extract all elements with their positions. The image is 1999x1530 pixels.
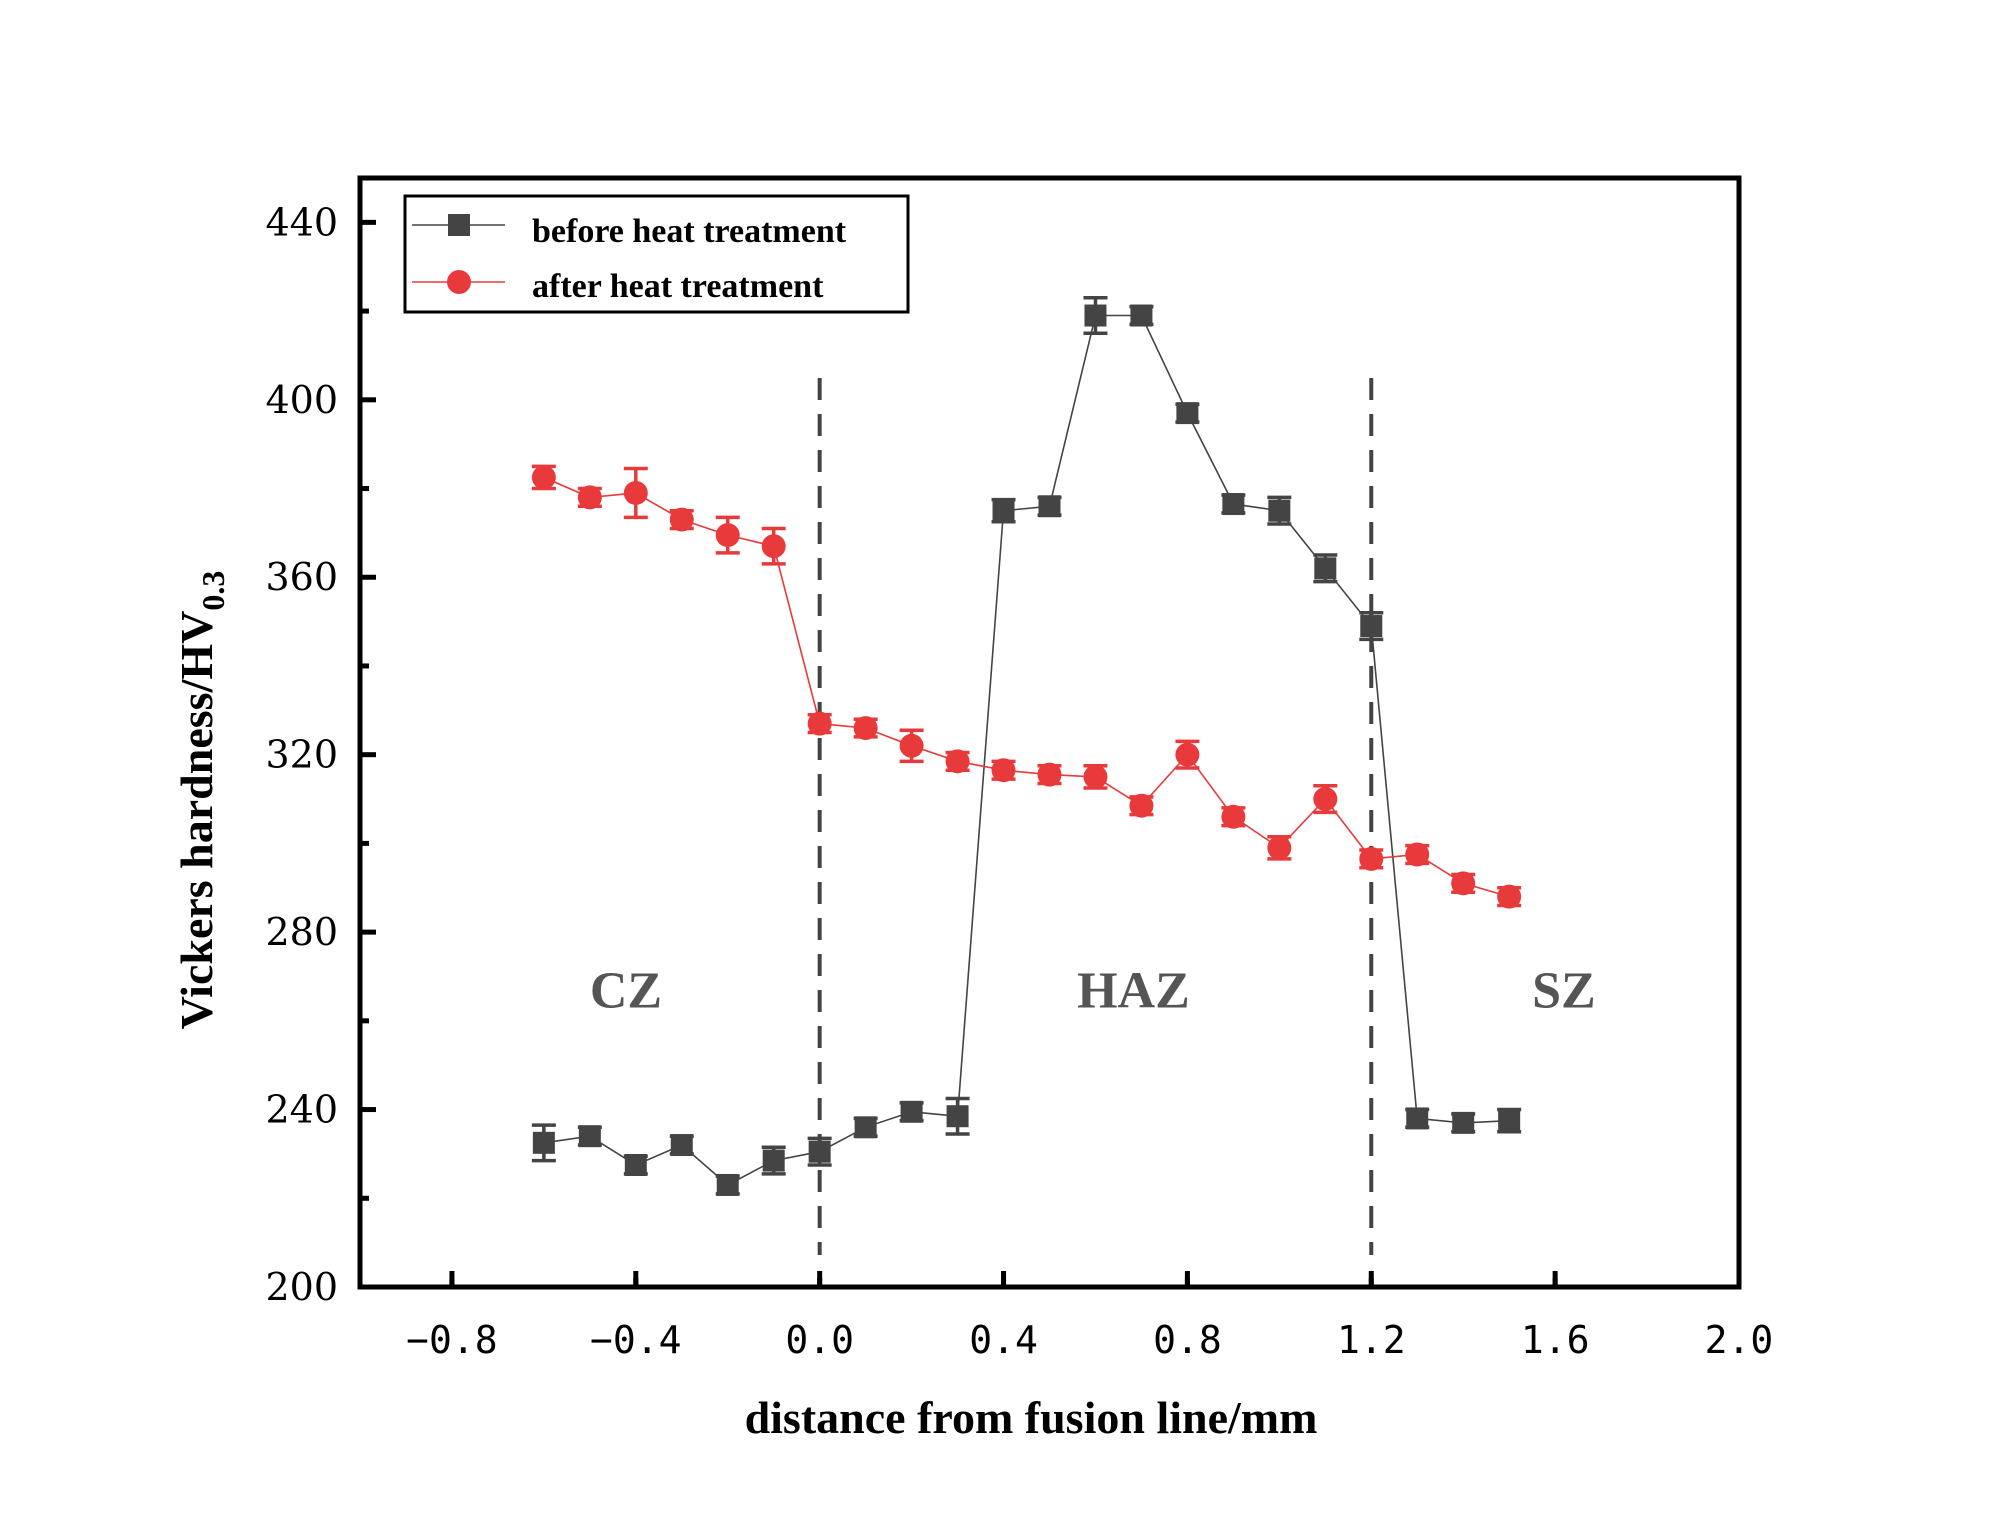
data-point-after	[669, 507, 694, 532]
data-point-after	[1267, 835, 1292, 860]
data-point-after	[1037, 762, 1062, 787]
region-label-sz: SZ	[1532, 963, 1596, 1020]
data-point-after	[1497, 884, 1522, 909]
data-point-before	[854, 1116, 877, 1139]
data-point-after	[1405, 842, 1430, 867]
y-tick-label: 200	[265, 1265, 338, 1309]
data-point-after	[1175, 742, 1200, 767]
region-label-cz: CZ	[590, 963, 662, 1020]
series-after	[531, 464, 1522, 909]
series-before	[531, 296, 1522, 1196]
y-tick-label: 280	[265, 910, 338, 954]
y-axis-title-subscript: 0.3	[195, 571, 231, 611]
data-point-before	[1176, 402, 1199, 425]
data-point-after	[807, 711, 832, 736]
series-layer	[531, 296, 1522, 1196]
data-point-before	[900, 1100, 923, 1123]
y-tick-label: 240	[265, 1088, 338, 1132]
legend-marker-after	[447, 270, 471, 294]
data-point-before	[716, 1173, 739, 1196]
data-point-after	[1129, 793, 1154, 818]
x-axis-title: distance from fusion line/mm	[745, 1392, 1318, 1443]
legend-label-before: before heat treatment	[532, 213, 847, 250]
region-label-haz: HAZ	[1077, 963, 1190, 1020]
plot-area	[357, 175, 1742, 1290]
data-point-before	[532, 1131, 555, 1154]
data-point-before	[1452, 1111, 1475, 1134]
data-point-after	[1451, 871, 1476, 896]
tick-layer: −0.8 −0.4 0.0 0.4 0.8 1.2 1.6 2.0 200 240 280 320 36…	[265, 200, 1773, 1362]
legend-marker-before	[448, 214, 470, 236]
data-point-after	[853, 716, 878, 741]
data-point-before	[1038, 495, 1061, 518]
data-point-before	[1360, 615, 1383, 638]
x-tick-label: 0.8	[1153, 1318, 1222, 1362]
data-point-before	[992, 499, 1015, 522]
x-tick-label: −0.8	[406, 1318, 498, 1362]
data-point-after	[945, 749, 970, 774]
y-tick-label: 360	[265, 555, 338, 599]
legend-label-after: after heat treatment	[532, 268, 824, 305]
data-point-before	[946, 1105, 969, 1128]
series-line-before	[543, 314, 1510, 1186]
data-point-after	[531, 465, 556, 490]
data-point-before	[1084, 304, 1107, 327]
data-point-after	[991, 758, 1016, 783]
data-point-after	[761, 534, 786, 559]
data-point-after	[1083, 764, 1108, 789]
x-tick-label: 0.0	[785, 1318, 854, 1362]
data-point-before	[808, 1140, 831, 1163]
data-point-before	[1314, 557, 1337, 580]
data-point-after	[1221, 804, 1246, 829]
x-tick-label: 1.2	[1337, 1318, 1406, 1362]
data-point-before	[1222, 493, 1245, 516]
x-tick-label: −0.4	[590, 1318, 682, 1362]
series-line-after	[543, 476, 1510, 898]
y-axis-title: Vickers hardness/HV0.3	[171, 571, 231, 1030]
data-point-before	[762, 1149, 785, 1172]
data-point-after	[623, 480, 648, 505]
legend-frame	[403, 194, 910, 314]
data-point-before	[1268, 499, 1291, 522]
data-point-before	[1406, 1107, 1429, 1130]
data-point-before	[670, 1134, 693, 1157]
legend: before heat treatment after heat treatme…	[403, 194, 910, 314]
data-point-before	[1130, 304, 1153, 327]
y-axis-title-main: Vickers hardness/HV	[171, 611, 222, 1030]
y-tick-label: 320	[265, 733, 338, 777]
x-tick-label: 0.4	[969, 1318, 1038, 1362]
y-tick-label: 400	[265, 378, 338, 422]
data-point-before	[1498, 1109, 1521, 1132]
y-tick-label: 440	[265, 200, 338, 244]
data-point-after	[1359, 846, 1384, 871]
plot-frame	[357, 175, 1742, 1290]
data-point-after	[1313, 787, 1338, 812]
data-point-after	[899, 733, 924, 758]
x-tick-label: 1.6	[1521, 1318, 1590, 1362]
x-tick-label: 2.0	[1705, 1318, 1774, 1362]
data-point-before	[624, 1154, 647, 1177]
data-point-after	[577, 485, 602, 510]
data-point-after	[715, 523, 740, 548]
data-point-before	[578, 1125, 601, 1148]
